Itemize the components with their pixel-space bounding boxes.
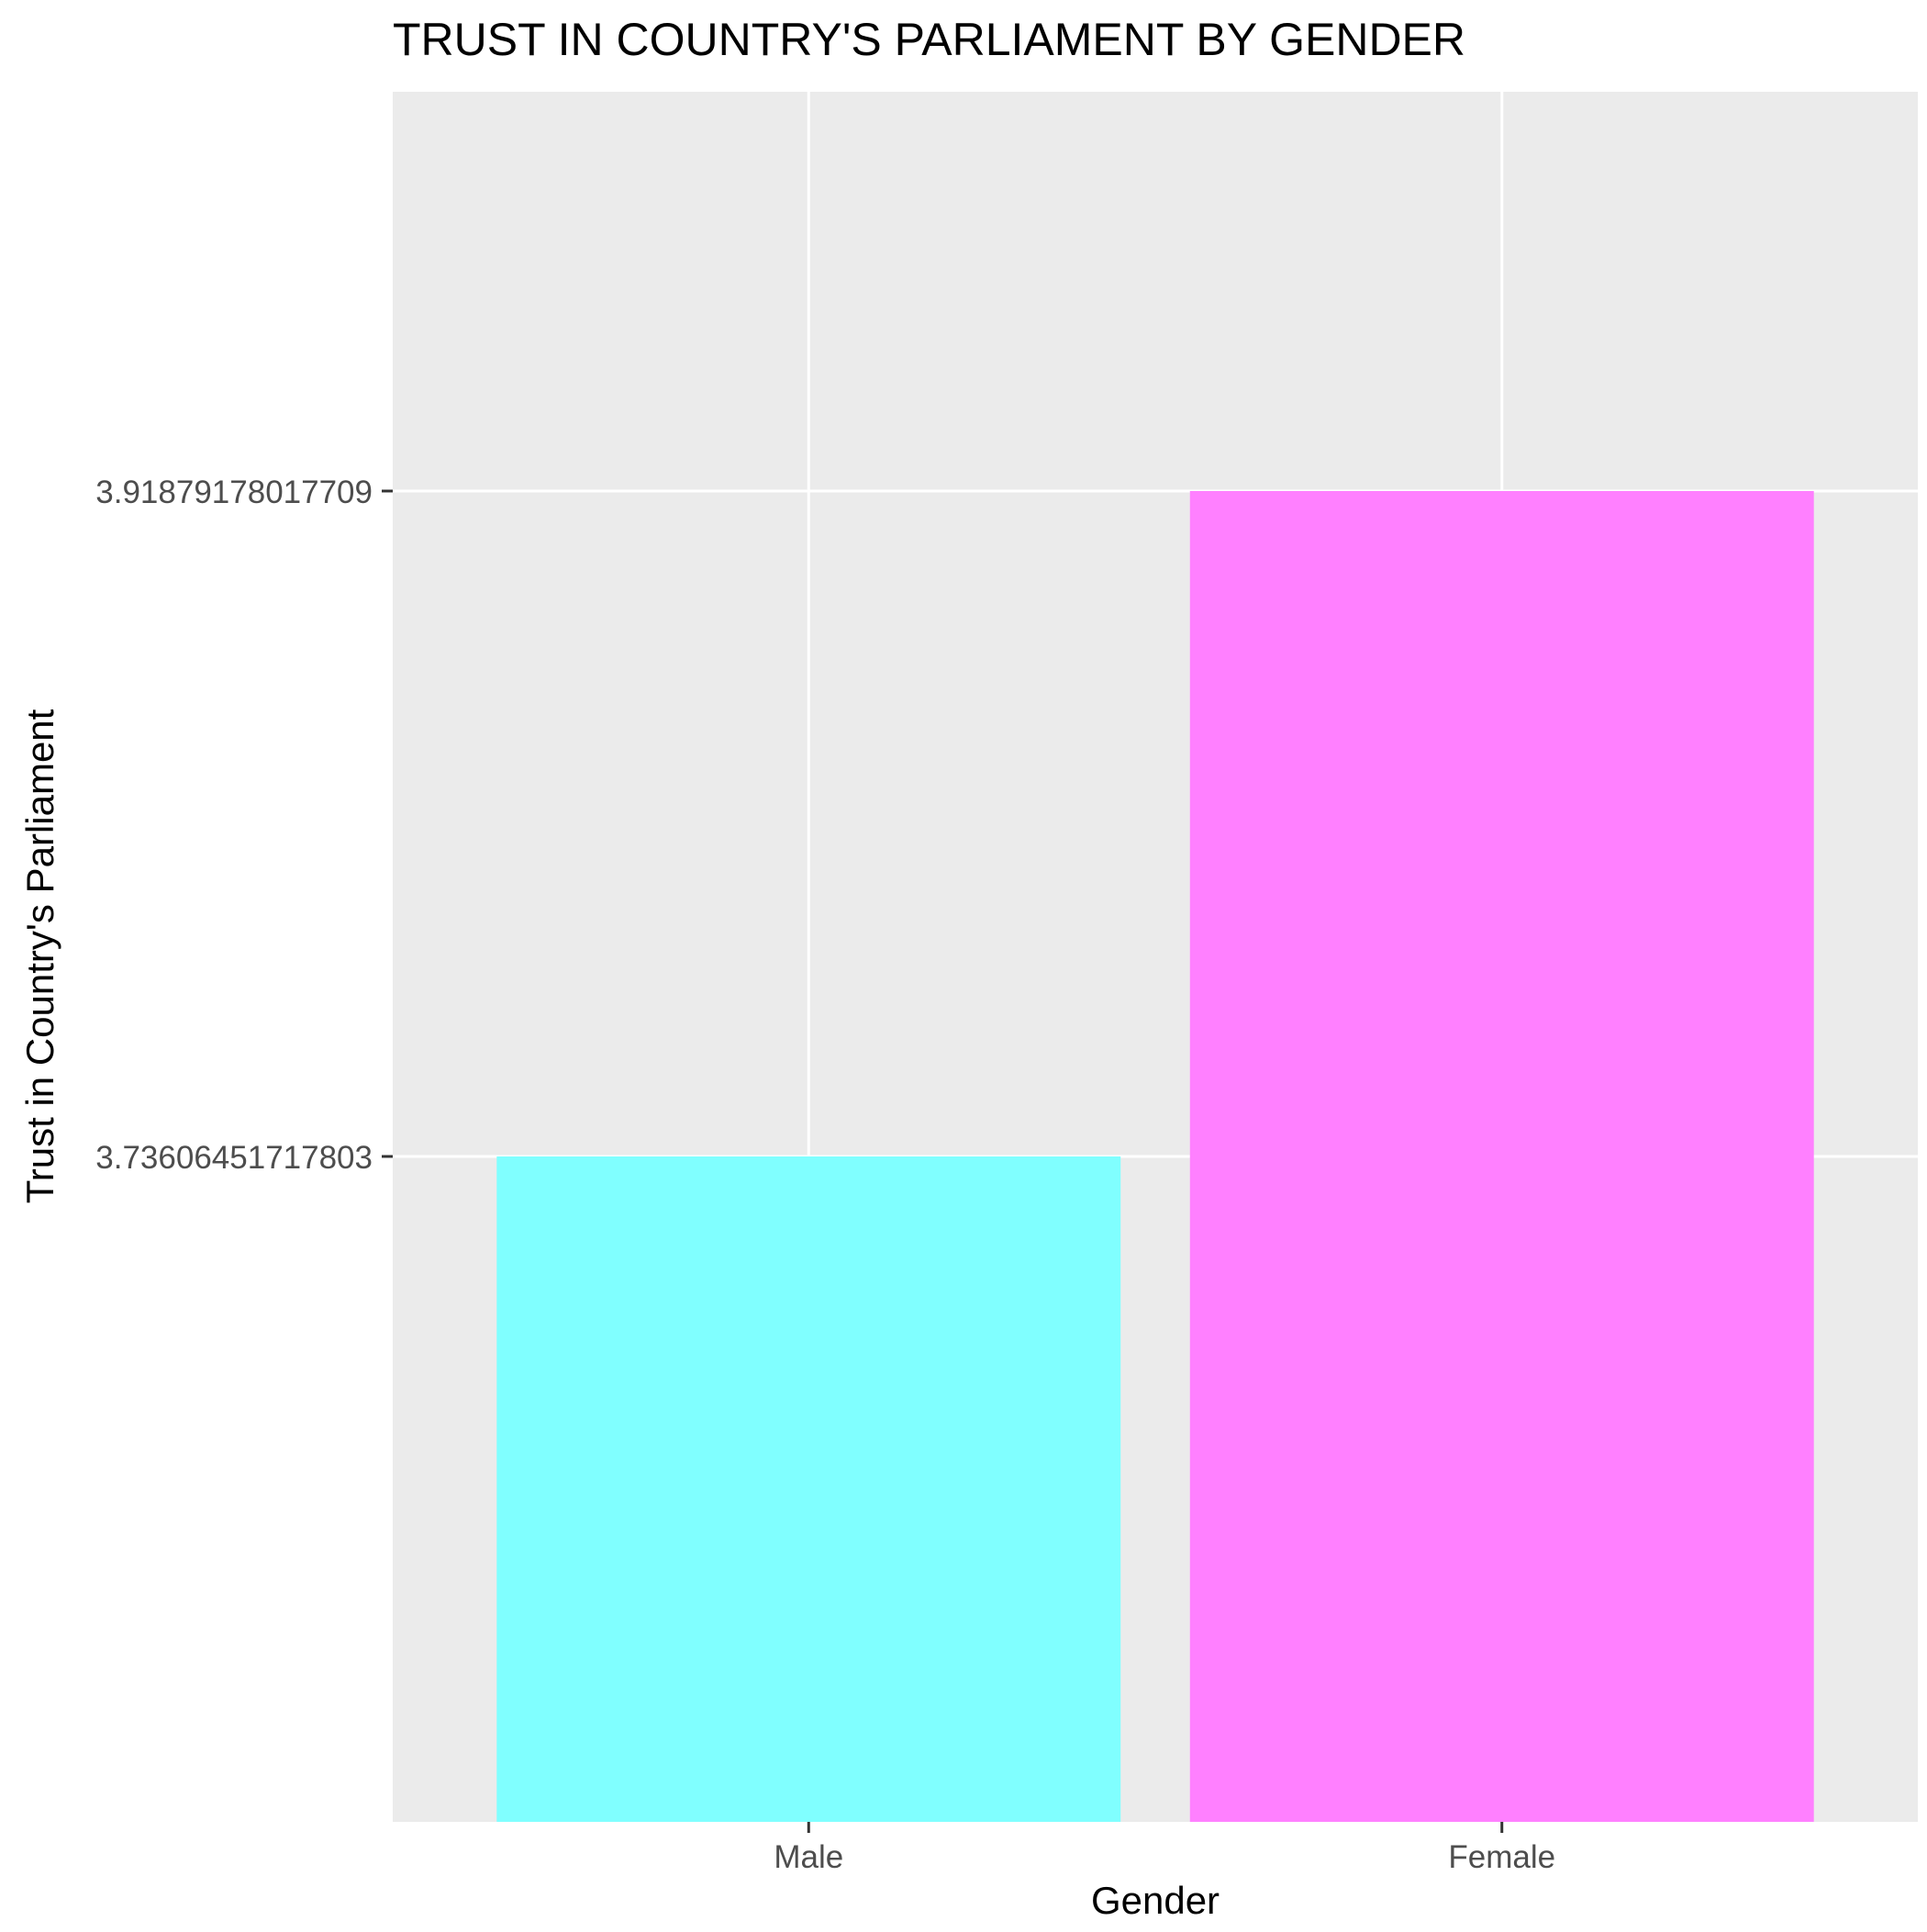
bar-male xyxy=(496,1156,1121,1822)
x-tick-label: Male xyxy=(774,1839,843,1875)
x-axis-title: Gender xyxy=(1091,1879,1220,1922)
x-tick-label: Female xyxy=(1448,1839,1555,1875)
chart-title: TRUST IN COUNTRY'S PARLIAMENT BY GENDER xyxy=(393,14,1465,65)
y-tick-label: 3.91879178017709 xyxy=(95,475,373,510)
y-axis-title: Trust in Country's Parliament xyxy=(18,709,61,1203)
y-tick-label: 3.73606451717803 xyxy=(95,1140,373,1176)
bar-female xyxy=(1189,490,1814,1823)
bars xyxy=(496,490,1814,1823)
axes: 3.73606451717803 3.91879178017709 Male Fema… xyxy=(95,475,1555,1875)
